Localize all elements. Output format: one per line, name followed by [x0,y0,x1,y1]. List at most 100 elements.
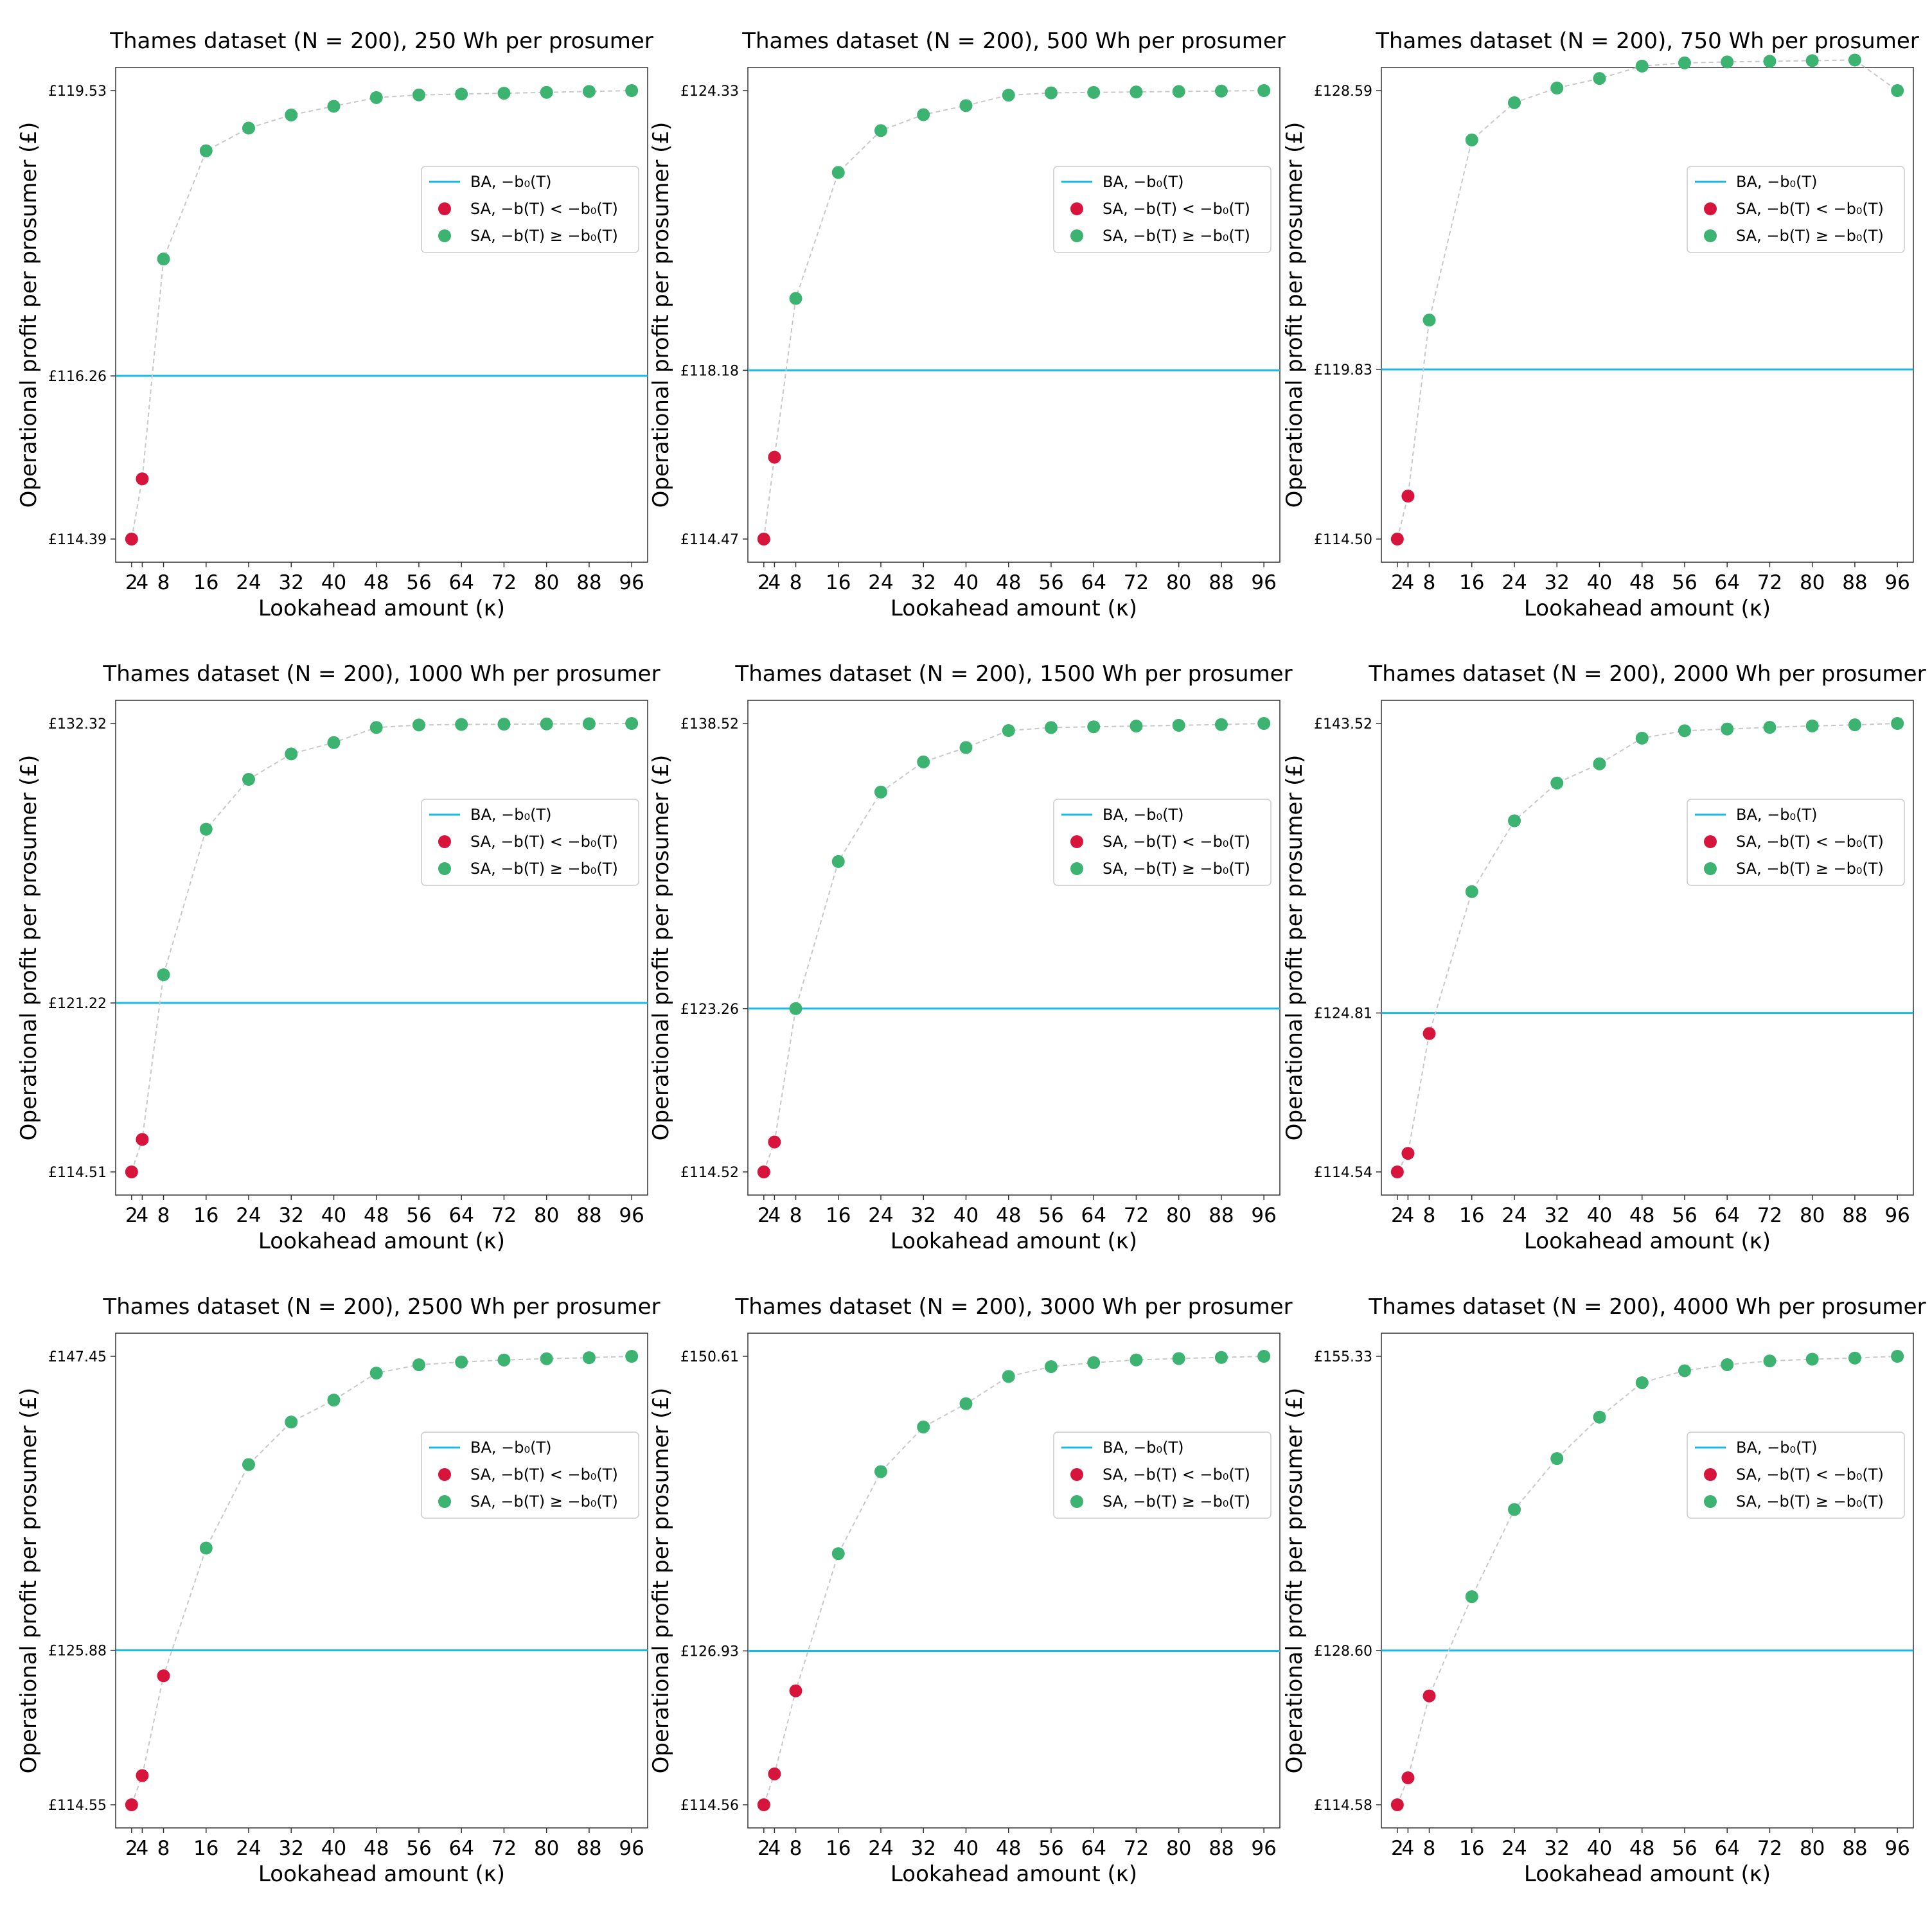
x-tick-label: 80 [1800,1204,1825,1227]
legend-box [421,1431,639,1519]
x-tick-label: 56 [1038,1837,1063,1860]
legend-label: SA, −b(T) ≥ −b₀(T) [470,860,618,878]
data-point [789,1002,802,1015]
x-tick-label: 72 [1124,571,1149,594]
data-point [959,1397,973,1410]
x-tick-label: 16 [1459,571,1484,594]
subplot-5: Thames dataset (N = 200), 1500 Wh per pr… [648,661,1293,1254]
x-tick-label: 40 [1587,1204,1612,1227]
data-point [242,121,255,135]
data-point [540,1352,553,1365]
legend-label: BA, −b₀(T) [470,1439,552,1457]
data-point [1002,89,1015,102]
data-point [1550,1452,1564,1466]
x-tick-label: 2 [1391,1837,1404,1860]
data-point [625,717,639,730]
x-tick-label: 64 [448,571,474,594]
data-point [1401,1147,1415,1160]
data-point [157,1669,170,1683]
x-tick-label: 96 [1884,1837,1910,1860]
x-tick-label: 88 [1842,1837,1867,1860]
legend-label: SA, −b(T) ≥ −b₀(T) [1103,1493,1250,1511]
connector-line [1396,59,1898,540]
x-tick-label: 8 [157,1204,170,1227]
legend-swatch-below [1070,1468,1083,1481]
data-point [1172,718,1185,732]
data-point [1721,722,1734,736]
x-tick-label: 16 [1459,1837,1484,1860]
subplot-6: Thames dataset (N = 200), 2000 Wh per pr… [1282,661,1926,1254]
x-tick-label: 96 [1251,1837,1276,1860]
data-point [1214,84,1228,98]
x-tick-label: 2 [1391,571,1404,594]
x-tick-label: 24 [868,1204,893,1227]
data-point [1635,731,1649,745]
legend-swatch-below [1070,835,1083,848]
x-tick-label: 32 [911,571,936,594]
y-tick-label: £138.52 [680,716,739,732]
x-tick-label: 24 [868,571,893,594]
data-point [1422,1689,1436,1703]
subplot-title: Thames dataset (N = 200), 250 Wh per pro… [109,28,653,54]
legend-label: BA, −b₀(T) [470,806,552,824]
y-axis-label: Operational profit per prosumer (£) [1282,122,1307,508]
connector-line [763,723,1264,1173]
data-point [1002,1370,1015,1383]
x-tick-label: 56 [1038,571,1063,594]
x-tick-label: 4 [136,1837,149,1860]
x-axis-label: Lookahead amount (κ) [1524,596,1771,621]
x-tick-label: 24 [236,1837,261,1860]
x-axis-label: Lookahead amount (κ) [891,596,1137,621]
data-point [285,747,298,761]
y-tick-label: £126.93 [680,1644,739,1660]
data-point [242,1458,255,1471]
x-tick-label: 24 [1502,1837,1527,1860]
x-tick-label: 96 [619,1837,644,1860]
legend-label: SA, −b(T) < −b₀(T) [1103,200,1250,218]
x-tick-label: 56 [406,571,431,594]
data-point [1593,72,1606,85]
legend-swatch-above [438,1495,451,1508]
x-tick-label: 24 [1502,1204,1527,1227]
data-point [1044,1360,1058,1374]
legend-swatch-below [438,202,451,215]
legend-label: BA, −b₀(T) [1736,173,1818,191]
x-tick-label: 32 [1545,571,1570,594]
legend-label: SA, −b(T) < −b₀(T) [1103,1466,1250,1484]
data-point [1465,1590,1478,1604]
x-tick-label: 8 [790,571,802,594]
legend: BA, −b₀(T) SA, −b(T) < −b₀(T) SA, −b(T) ≥ … [421,166,639,253]
data-point [125,1165,138,1178]
x-tick-label: 88 [576,571,601,594]
x-tick-label: 72 [492,1204,517,1227]
x-tick-label: 8 [790,1204,802,1227]
connector-line [130,90,632,540]
x-tick-label: 2 [125,571,138,594]
x-tick-label: 96 [1884,571,1910,594]
data-point [1891,717,1904,730]
data-point [1172,1352,1185,1365]
data-point [917,108,930,121]
x-tick-label: 8 [1423,1837,1436,1860]
x-tick-label: 80 [1800,1837,1825,1860]
x-tick-label: 72 [1757,571,1782,594]
data-point [1508,96,1521,109]
data-point [1721,1358,1734,1372]
legend-box [421,166,639,253]
subplot-8: Thames dataset (N = 200), 3000 Wh per pr… [648,1294,1293,1887]
x-axis-label: Lookahead amount (κ) [258,596,505,621]
y-tick-label: £114.47 [680,532,739,548]
data-point [136,472,149,486]
legend-swatch-below [438,835,451,848]
subplot-1: Thames dataset (N = 200), 250 Wh per pro… [16,28,653,621]
x-tick-label: 16 [1459,1204,1484,1227]
x-tick-label: 96 [1251,1204,1276,1227]
legend-swatch-above [1704,229,1717,242]
legend-label: SA, −b(T) < −b₀(T) [470,1466,618,1484]
x-tick-label: 64 [1714,1837,1739,1860]
data-point [757,1798,770,1811]
x-axis-label: Lookahead amount (κ) [891,1228,1137,1254]
plot-frame [747,700,1281,1196]
data-point [1422,314,1436,327]
x-tick-label: 4 [768,1837,781,1860]
